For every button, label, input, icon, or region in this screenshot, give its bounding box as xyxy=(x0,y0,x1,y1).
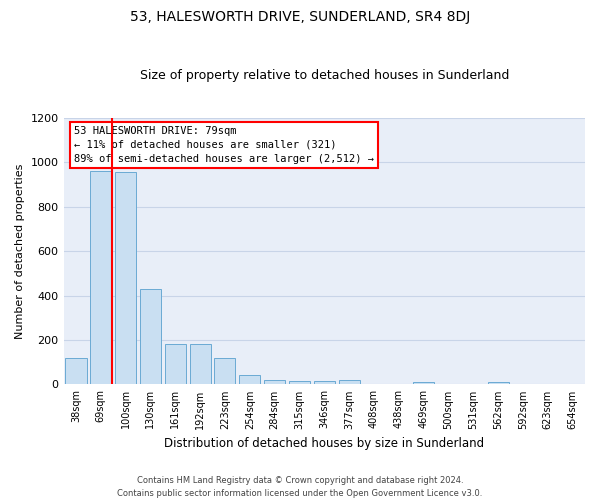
Y-axis label: Number of detached properties: Number of detached properties xyxy=(15,164,25,339)
Bar xyxy=(239,375,260,384)
Bar xyxy=(413,382,434,384)
Bar xyxy=(289,381,310,384)
Bar xyxy=(264,380,285,384)
Bar xyxy=(140,289,161,384)
Bar xyxy=(214,358,235,384)
Text: Contains HM Land Registry data © Crown copyright and database right 2024.
Contai: Contains HM Land Registry data © Crown c… xyxy=(118,476,482,498)
Bar xyxy=(314,381,335,384)
Bar xyxy=(488,382,509,384)
Bar xyxy=(165,344,186,385)
X-axis label: Distribution of detached houses by size in Sunderland: Distribution of detached houses by size … xyxy=(164,437,484,450)
Bar xyxy=(190,344,211,385)
Text: 53 HALESWORTH DRIVE: 79sqm
← 11% of detached houses are smaller (321)
89% of sem: 53 HALESWORTH DRIVE: 79sqm ← 11% of deta… xyxy=(74,126,374,164)
Title: Size of property relative to detached houses in Sunderland: Size of property relative to detached ho… xyxy=(140,69,509,82)
Bar xyxy=(65,358,86,384)
Bar xyxy=(90,171,112,384)
Bar xyxy=(338,380,359,384)
Bar xyxy=(115,172,136,384)
Text: 53, HALESWORTH DRIVE, SUNDERLAND, SR4 8DJ: 53, HALESWORTH DRIVE, SUNDERLAND, SR4 8D… xyxy=(130,10,470,24)
